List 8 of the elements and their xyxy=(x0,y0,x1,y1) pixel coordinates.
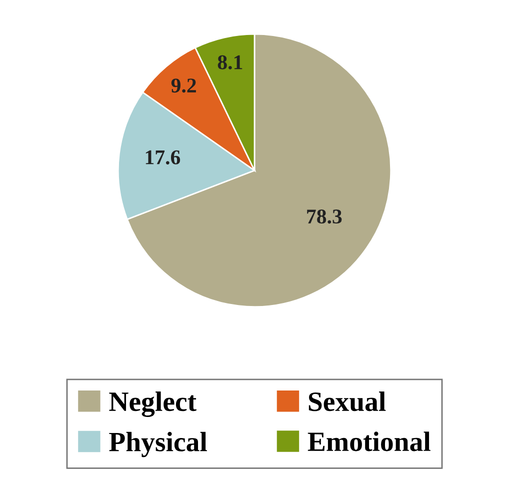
legend-label: Sexual xyxy=(308,392,386,412)
data-label: 78.3 xyxy=(307,210,342,224)
data-label: 17.6 xyxy=(146,150,180,164)
data-label: 8.1 xyxy=(218,55,242,70)
data-label: 9.2 xyxy=(171,78,196,93)
legend-label: Neglect xyxy=(109,392,196,417)
legend-label: Emotional xyxy=(308,432,430,452)
legend-label: Physical xyxy=(109,432,207,458)
